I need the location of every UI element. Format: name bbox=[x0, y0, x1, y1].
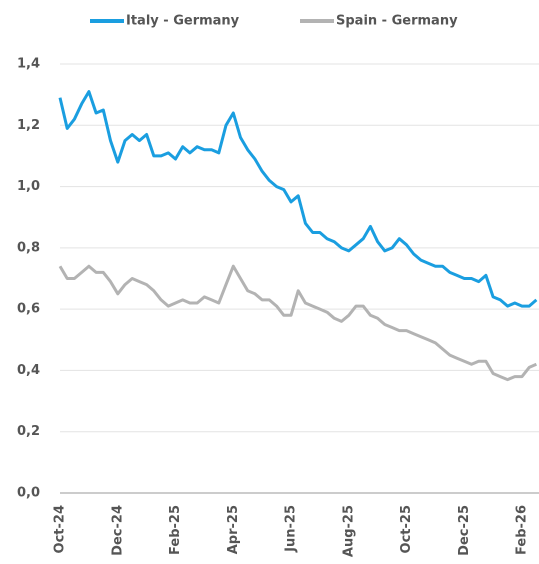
x-tick-label: Jun-25 bbox=[284, 505, 299, 553]
y-tick-label: 0,0 bbox=[17, 486, 40, 501]
series-line bbox=[58, 264, 537, 382]
x-tick-label: Oct-24 bbox=[53, 505, 68, 553]
legend-label: Spain - Germany bbox=[336, 14, 458, 29]
y-tick-label: 0,8 bbox=[17, 240, 40, 255]
x-tick-label: Oct-25 bbox=[399, 505, 414, 553]
x-tick-label: Apr-25 bbox=[226, 505, 241, 554]
legend-label: Italy - Germany bbox=[126, 14, 240, 29]
x-tick-label: Dec-24 bbox=[110, 505, 125, 556]
y-tick-label: 0,6 bbox=[17, 302, 40, 317]
y-tick-label: 1,4 bbox=[17, 57, 40, 72]
x-tick-label: Feb-25 bbox=[168, 505, 183, 555]
series-line bbox=[58, 90, 538, 308]
x-tick-label: Aug-25 bbox=[341, 505, 356, 557]
y-tick-label: 1,0 bbox=[17, 179, 40, 194]
y-tick-label: 0,4 bbox=[17, 363, 40, 378]
x-tick-label: Dec-25 bbox=[457, 505, 472, 556]
y-tick-label: 0,2 bbox=[17, 424, 40, 439]
x-tick-label: Feb-26 bbox=[515, 505, 530, 555]
y-tick-label: 1,2 bbox=[17, 118, 40, 133]
